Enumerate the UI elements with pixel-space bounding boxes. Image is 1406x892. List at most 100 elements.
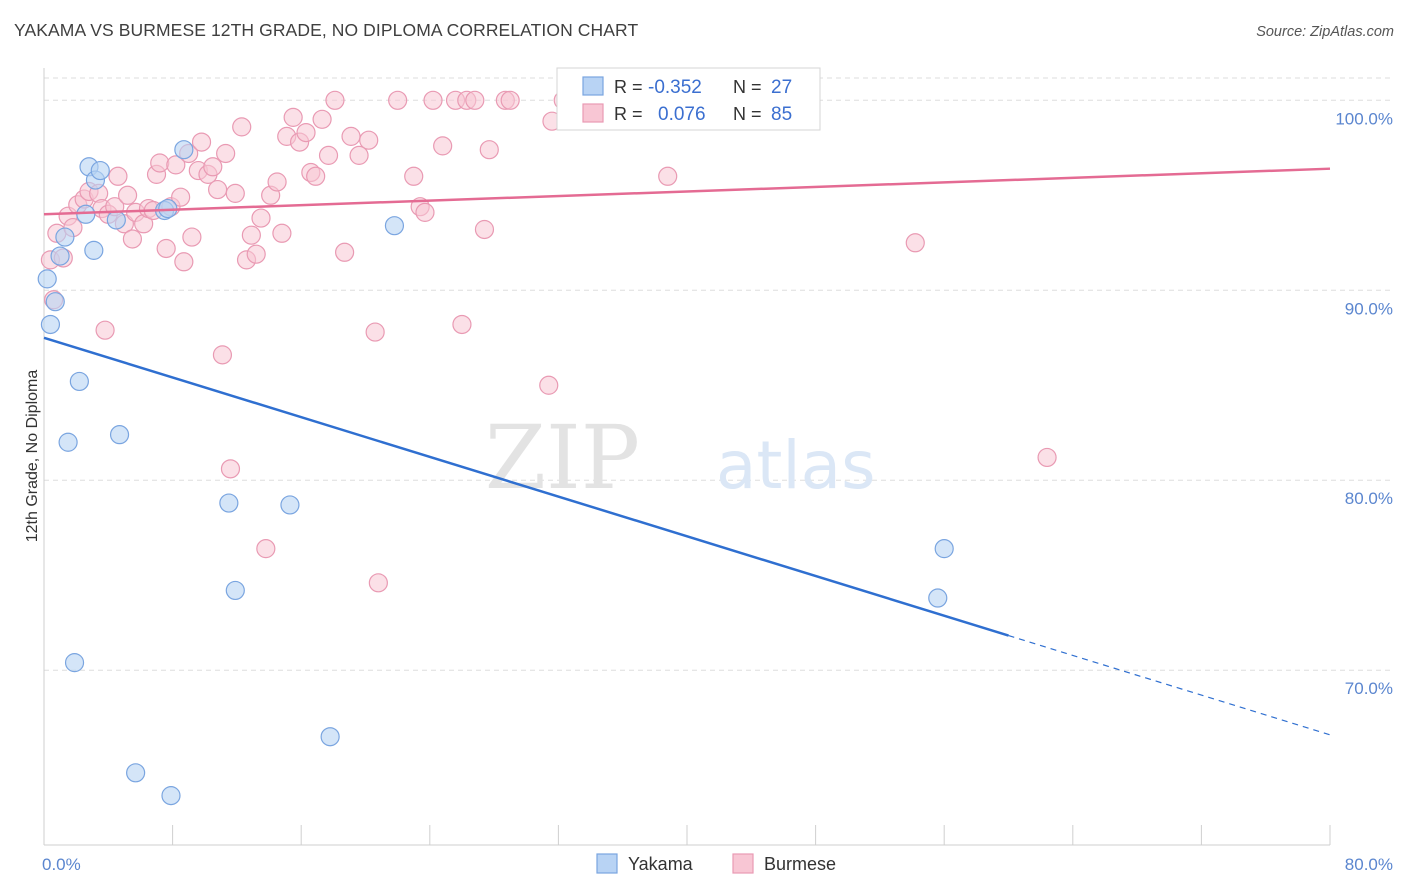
x-tick-label-min: 0.0% <box>42 855 81 874</box>
burmese-point <box>312 109 332 129</box>
burmese-point <box>225 183 245 203</box>
yakama-point <box>69 371 89 392</box>
bottom-legend: Yakama Burmese <box>596 853 836 874</box>
yakama-point <box>45 292 65 312</box>
y-tick-label: 100.0% <box>1335 109 1393 128</box>
yakama-point <box>161 786 181 806</box>
burmese-point <box>296 122 316 143</box>
burmese-point <box>174 252 194 272</box>
yakama-point <box>384 216 405 236</box>
burmese-point <box>191 132 212 152</box>
burmese-points <box>40 90 1057 593</box>
burmese-point <box>267 172 287 192</box>
burmese-point <box>246 244 266 264</box>
burmese-point <box>283 107 303 127</box>
yakama-point <box>50 246 70 266</box>
burmese-point <box>539 375 559 395</box>
burmese-point <box>95 320 115 340</box>
burmese-point <box>212 345 233 365</box>
yakama-point <box>225 580 245 601</box>
burmese-point <box>359 130 379 150</box>
legend-n-value-yakama: 27 <box>771 77 792 98</box>
burmese-point <box>404 166 424 186</box>
burmese-point <box>658 166 678 186</box>
burmese-point <box>474 219 495 240</box>
burmese-point <box>368 573 388 593</box>
yakama-point <box>174 140 194 160</box>
legend-r-value-burmese: 0.076 <box>658 104 706 125</box>
legend: R = -0.352 N = 27 R = 0.076 N = 85 <box>556 67 821 131</box>
burmese-point <box>150 153 170 173</box>
yakama-point <box>219 493 239 513</box>
burmese-point <box>232 117 252 137</box>
yakama-point <box>84 240 104 260</box>
legend-r-label-yakama: R = <box>614 77 643 97</box>
yakama-point <box>280 495 300 515</box>
watermark: ZIP atlas <box>485 406 876 509</box>
bottom-legend-swatch-yakama <box>596 853 618 874</box>
chart-source: Source: ZipAtlas.com <box>1256 24 1394 40</box>
legend-swatch-burmese <box>582 103 604 123</box>
burmese-point <box>272 223 292 243</box>
burmese-point <box>318 145 339 165</box>
burmese-point <box>203 157 223 177</box>
legend-swatch-yakama <box>582 76 604 96</box>
burmese-point <box>251 208 271 228</box>
yakama-point <box>126 763 146 783</box>
bottom-legend-label-yakama: Yakama <box>628 854 694 874</box>
burmese-point <box>208 179 228 200</box>
watermark-zip: ZIP <box>485 406 640 509</box>
yakama-point <box>58 432 78 452</box>
yakama-point <box>55 227 75 247</box>
x-ticks <box>43 825 1331 845</box>
burmese-point <box>1037 447 1057 468</box>
burmese-point <box>325 90 345 110</box>
burmese-point <box>349 145 369 165</box>
burmese-point <box>388 90 408 110</box>
burmese-point <box>117 185 138 205</box>
burmese-point <box>365 322 385 342</box>
yakama-points <box>37 140 954 806</box>
y-tick-label: 80.0% <box>1345 489 1393 508</box>
x-tick-label-max: 80.0% <box>1345 855 1393 874</box>
yakama-point <box>934 539 954 559</box>
yakama-point <box>109 425 130 445</box>
burmese-point <box>216 143 236 164</box>
yakama-trend-line <box>43 336 1009 637</box>
legend-n-label-yakama: N = <box>733 77 762 97</box>
legend-n-value-burmese: 85 <box>771 104 792 125</box>
watermark-atlas: atlas <box>716 427 876 504</box>
burmese-point <box>433 136 453 156</box>
y-tick-label: 70.0% <box>1345 679 1393 698</box>
burmese-point <box>122 229 143 249</box>
y-tick-labels: 70.0% 80.0% 90.0% 100.0% <box>1335 109 1393 698</box>
burmese-point <box>452 314 472 335</box>
yakama-trend-extension <box>1008 634 1331 736</box>
trend-lines <box>43 167 1331 736</box>
burmese-point <box>220 459 241 479</box>
burmese-point <box>341 126 361 146</box>
chart-title: YAKAMA VS BURMESE 12TH GRADE, NO DIPLOMA… <box>14 20 639 40</box>
legend-r-value-yakama: -0.352 <box>648 77 702 98</box>
yakama-point <box>320 727 340 747</box>
burmese-point <box>182 227 202 247</box>
yakama-point <box>928 588 948 608</box>
burmese-point <box>171 187 191 207</box>
x-tick-labels: 0.0% 80.0% <box>42 855 1393 874</box>
burmese-point <box>156 238 176 259</box>
burmese-point <box>335 242 355 262</box>
bottom-legend-label-burmese: Burmese <box>764 854 836 874</box>
yakama-point <box>40 314 61 335</box>
burmese-point <box>465 90 485 110</box>
y-tick-label: 90.0% <box>1345 299 1393 318</box>
burmese-point <box>500 90 520 110</box>
yakama-point <box>90 160 110 181</box>
grid-lines <box>44 77 1390 671</box>
y-axis-title: 12th Grade, No Diploma <box>24 370 41 543</box>
yakama-point <box>37 269 57 289</box>
legend-n-label-burmese: N = <box>733 104 762 124</box>
burmese-point <box>241 225 261 245</box>
yakama-point <box>64 653 85 673</box>
burmese-point <box>166 155 186 175</box>
